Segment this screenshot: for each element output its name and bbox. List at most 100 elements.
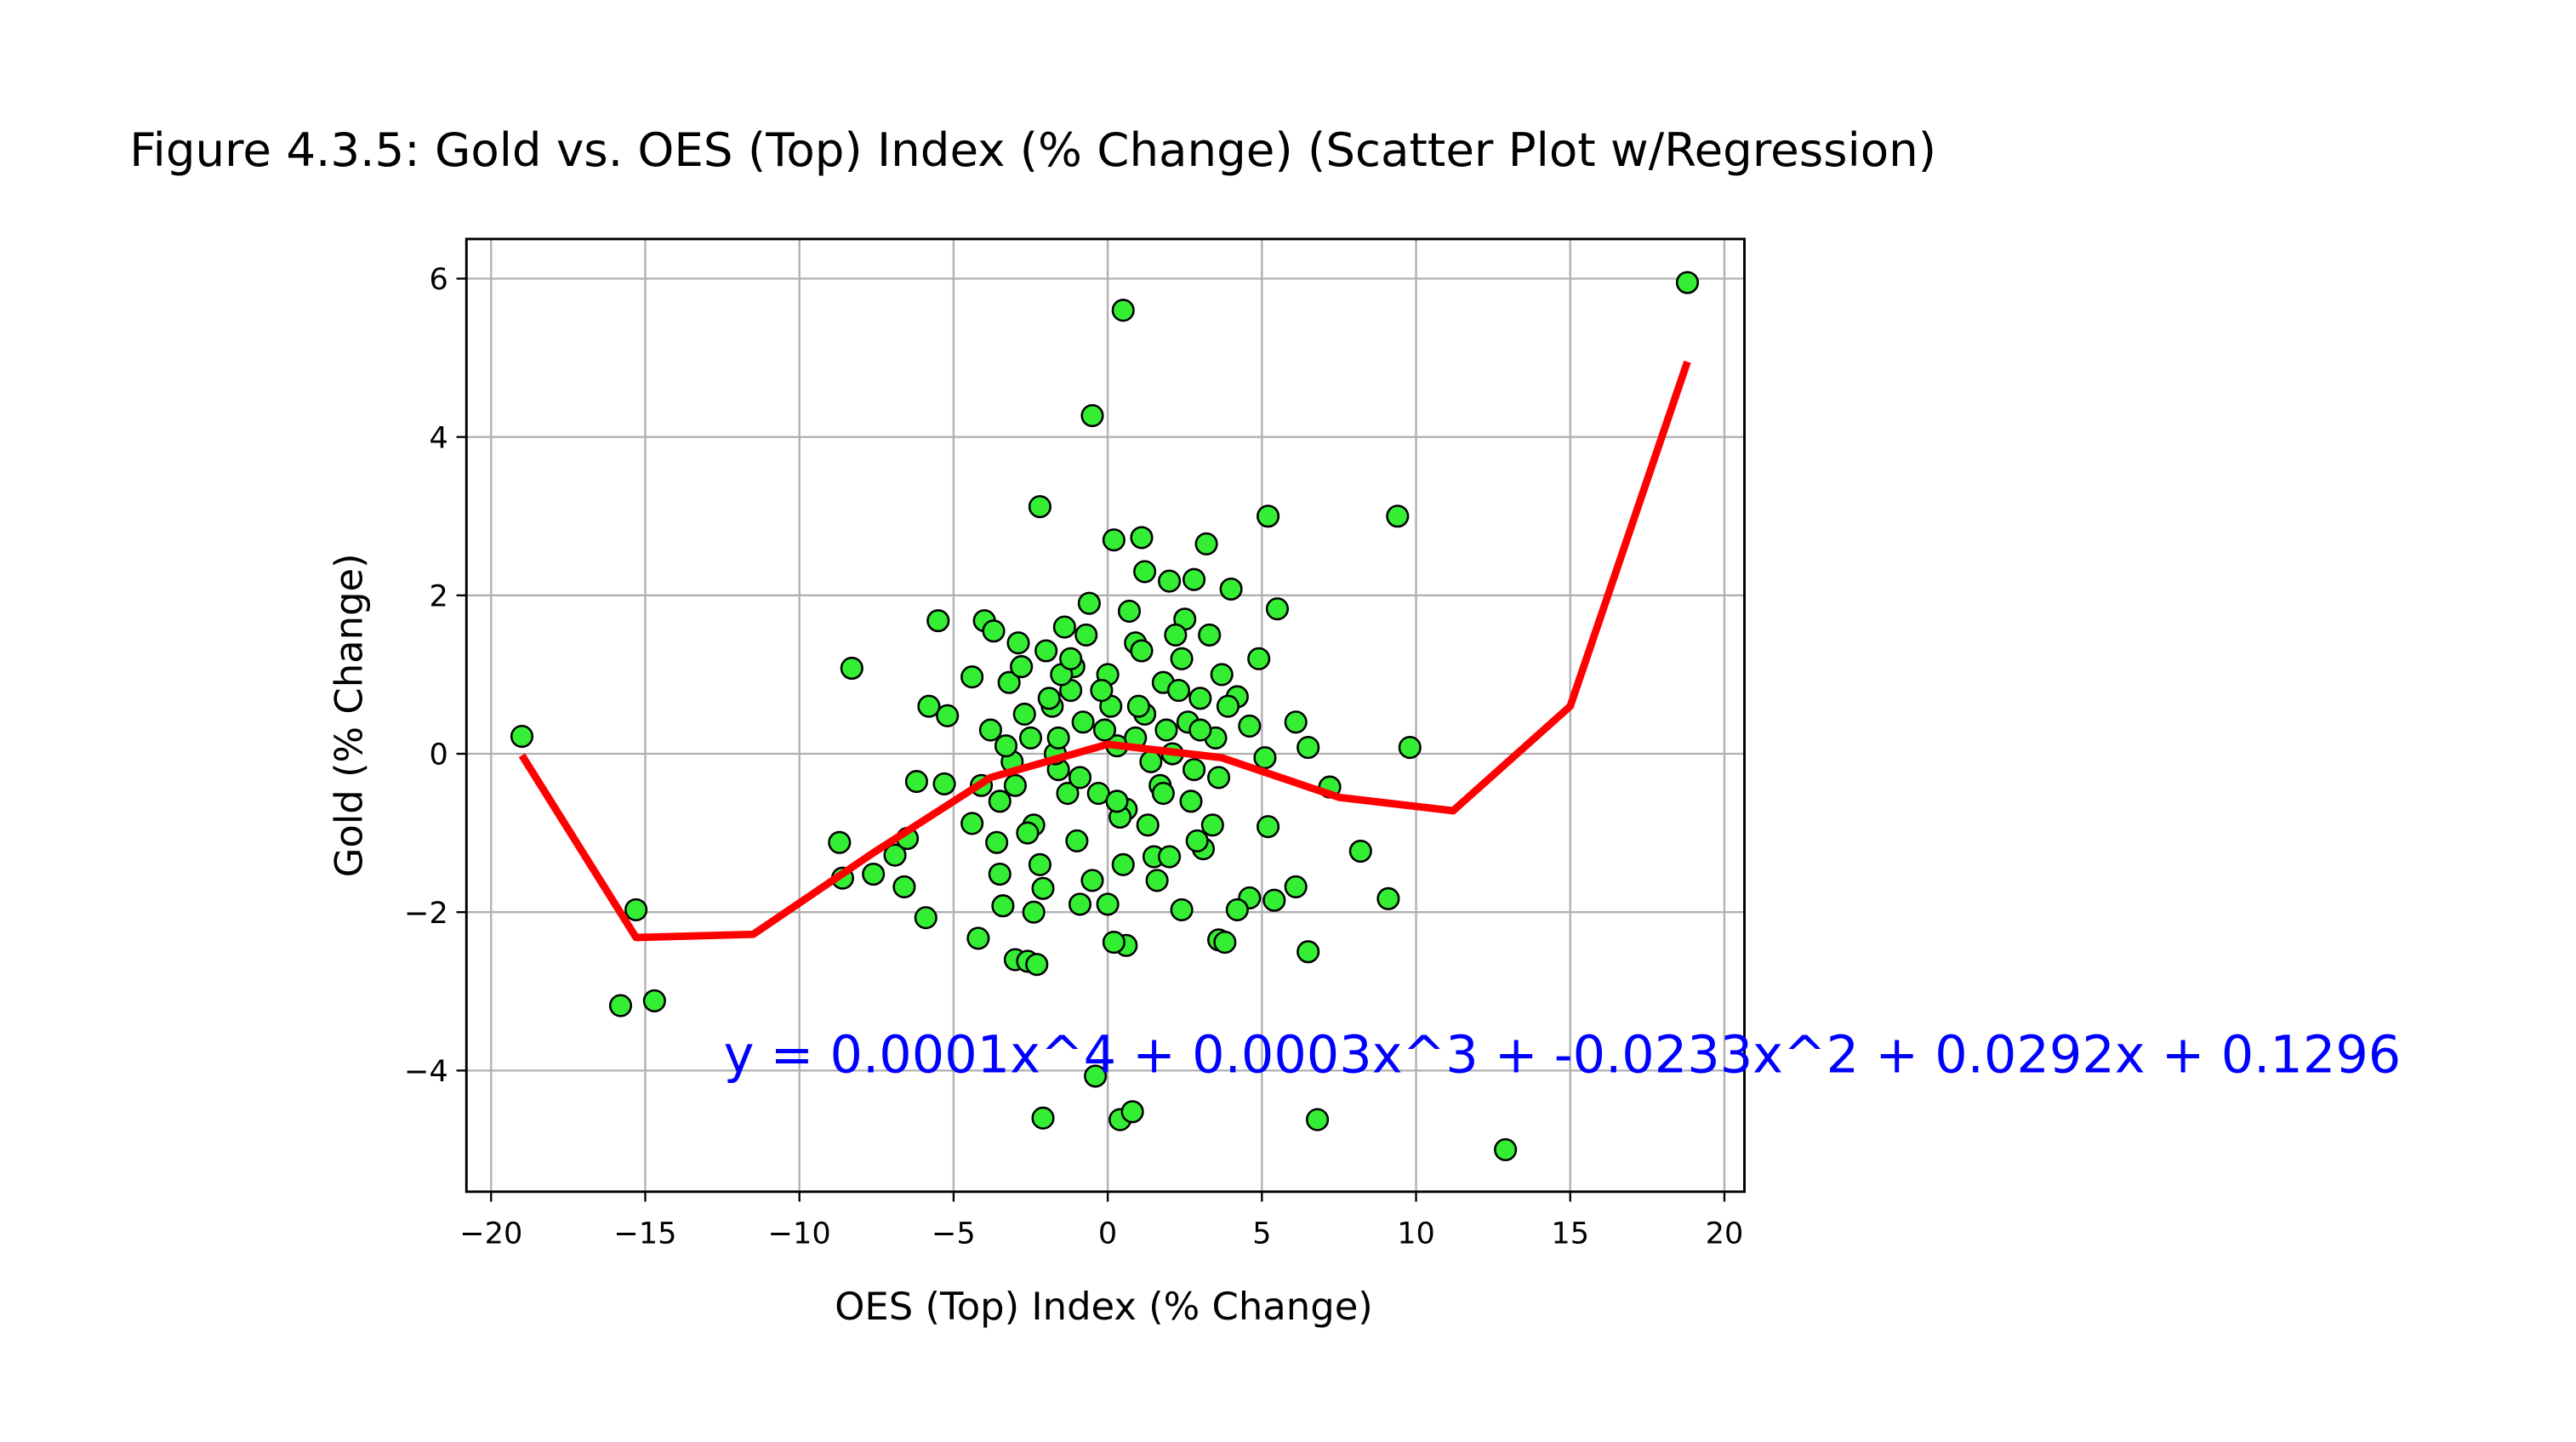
x-tick-label: −20 xyxy=(459,1216,522,1251)
scatter-point xyxy=(1188,687,1212,710)
scatter-point xyxy=(1216,694,1240,718)
scatter-point xyxy=(642,989,666,1013)
scatter-point xyxy=(1018,726,1043,749)
scatter-point xyxy=(1297,940,1320,964)
scatter-point xyxy=(1158,569,1182,593)
scatter-point xyxy=(1297,736,1320,760)
scatter-point xyxy=(1080,869,1104,892)
scatter-point xyxy=(1158,845,1182,869)
y-tick-label: 0 xyxy=(429,738,447,772)
scatter-point xyxy=(1133,560,1157,584)
scatter-point xyxy=(1025,953,1049,977)
y-tick-label: −2 xyxy=(404,896,448,931)
scatter-point xyxy=(1090,678,1114,703)
scatter-point xyxy=(926,609,950,633)
scatter-point xyxy=(960,812,984,835)
scatter-point xyxy=(1111,299,1135,322)
scatter-point xyxy=(1145,869,1169,892)
scatter-point xyxy=(1028,852,1051,876)
scatter-point xyxy=(932,772,956,795)
equation-annotation: y = 0.0001x^4 + 0.0003x^3 + -0.0233x^2 +… xyxy=(724,1025,2402,1085)
scatter-point xyxy=(1151,781,1175,806)
scatter-point xyxy=(1012,702,1036,727)
y-tick-label: 6 xyxy=(429,262,447,297)
scatter-point xyxy=(1284,875,1308,898)
scatter-point xyxy=(1183,567,1206,591)
regression-line xyxy=(518,360,1691,942)
scatter-point xyxy=(1238,714,1262,738)
scatter-point xyxy=(862,862,886,886)
scatter-point xyxy=(510,724,534,749)
scatter-point xyxy=(1207,766,1231,789)
scatter-point xyxy=(1284,710,1308,734)
scatter-point xyxy=(1179,789,1203,813)
scatter-point xyxy=(1102,528,1126,552)
y-tick-label: 4 xyxy=(429,420,447,455)
scatter-point xyxy=(1164,623,1188,647)
scatter-point xyxy=(1139,749,1163,773)
scatter-point xyxy=(1386,504,1410,528)
scatter-point xyxy=(1126,694,1150,718)
scatter-point xyxy=(1046,726,1070,749)
scatter-point xyxy=(1105,789,1129,813)
scatter-point xyxy=(892,875,916,898)
scatter-point xyxy=(1117,599,1142,624)
scatter-point xyxy=(994,734,1018,758)
scatter-point xyxy=(1166,678,1191,703)
scatter-point xyxy=(1130,526,1154,550)
scatter-point xyxy=(840,656,863,681)
scatter-point xyxy=(1675,271,1700,294)
scatter-point xyxy=(988,862,1012,886)
scatter-point xyxy=(1022,900,1046,924)
scatter-point xyxy=(1034,639,1058,663)
scatter-point xyxy=(1037,687,1061,710)
scatter-point xyxy=(1010,655,1034,679)
scatter-point xyxy=(917,694,941,718)
scatter-point xyxy=(1111,852,1135,876)
scatter-point xyxy=(997,670,1021,694)
scatter-point xyxy=(1096,892,1120,916)
scatter-point xyxy=(978,718,1002,742)
plot-frame xyxy=(464,237,1746,1194)
scatter-point xyxy=(1006,631,1030,655)
scatter-point xyxy=(1219,577,1243,601)
scatter-point xyxy=(985,830,1009,854)
scatter-point xyxy=(1084,1064,1108,1088)
scatter-point xyxy=(1170,898,1194,921)
scatter-point xyxy=(883,843,907,867)
scatter-point xyxy=(1198,623,1222,647)
scatter-point xyxy=(1136,813,1160,837)
scatter-point xyxy=(1068,892,1092,916)
scatter-point xyxy=(1016,821,1040,845)
scatter-point xyxy=(1210,663,1234,687)
scatter-point xyxy=(1102,931,1126,955)
scatter-point xyxy=(1031,876,1055,900)
chart-title: Figure 4.3.5: Gold vs. OES (Top) Index (… xyxy=(129,123,1936,177)
scatter-point xyxy=(1183,758,1206,782)
x-tick-label: −15 xyxy=(613,1216,676,1251)
scatter-point xyxy=(1494,1137,1518,1162)
scatter-point xyxy=(1065,829,1089,852)
scatter-point xyxy=(1120,1100,1144,1124)
x-tick-label: 10 xyxy=(1397,1216,1435,1251)
scatter-point xyxy=(966,926,990,950)
scatter-point xyxy=(608,994,633,1017)
scatter-point xyxy=(914,906,938,930)
y-tick-label: 2 xyxy=(429,579,447,614)
scatter-point xyxy=(1225,898,1249,921)
scatter-point xyxy=(991,894,1015,918)
scatter-point xyxy=(828,830,852,854)
scatter-point xyxy=(1056,781,1080,806)
scatter-point xyxy=(1306,1108,1330,1131)
scatter-point xyxy=(1074,623,1098,647)
scatter-point xyxy=(1257,815,1280,839)
scatter-point xyxy=(936,704,960,727)
x-tick-label: −5 xyxy=(932,1216,976,1251)
scatter-point xyxy=(982,619,1006,643)
x-tick-label: 20 xyxy=(1706,1216,1744,1251)
scatter-point xyxy=(1185,829,1209,852)
scatter-point xyxy=(1253,746,1277,770)
scatter-point xyxy=(1188,718,1212,742)
scatter-point xyxy=(1068,766,1092,789)
